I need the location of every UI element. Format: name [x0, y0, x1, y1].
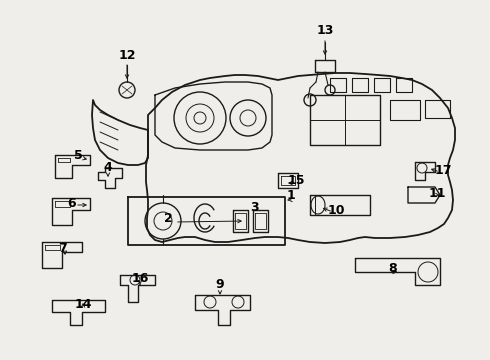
Text: 3: 3 [250, 201, 258, 213]
Text: 9: 9 [216, 279, 224, 292]
Text: 15: 15 [287, 174, 305, 186]
Text: 5: 5 [74, 149, 82, 162]
Text: 8: 8 [389, 261, 397, 274]
Text: 16: 16 [131, 271, 148, 284]
Text: 7: 7 [58, 242, 66, 255]
Text: 14: 14 [74, 298, 92, 311]
Text: 13: 13 [317, 23, 334, 36]
Text: 10: 10 [327, 203, 345, 216]
Text: 4: 4 [103, 161, 112, 174]
Text: 1: 1 [287, 189, 295, 202]
Text: 6: 6 [68, 197, 76, 210]
Text: 12: 12 [118, 49, 136, 62]
Text: 2: 2 [164, 212, 172, 225]
Text: 11: 11 [428, 186, 446, 199]
Text: 17: 17 [434, 163, 452, 176]
